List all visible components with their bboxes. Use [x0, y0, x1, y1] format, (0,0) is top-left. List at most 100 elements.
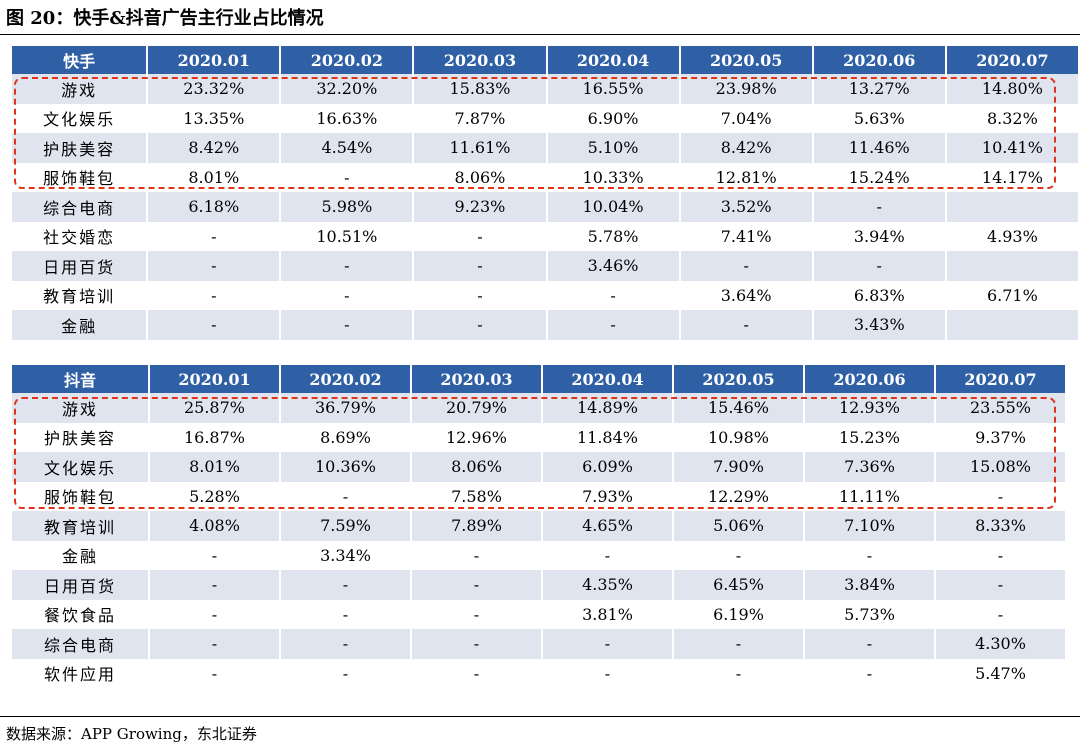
industry-label-cell: 文化娱乐 — [12, 452, 148, 482]
share-value-cell: - — [805, 629, 934, 659]
share-value-cell: 9.37% — [936, 422, 1065, 452]
table-row: 日用百货 - - -4.35% 6.45% 3.84% - — [12, 570, 1065, 600]
table-row: 教育培训 4.08% 7.59% 7.89% 4.65% 5.06% 7.10% 8.33% — [12, 511, 1065, 541]
table-row: 软件应用 - - - - - -5.47% — [12, 658, 1065, 688]
share-value-cell: - — [281, 570, 410, 600]
industry-label-cell: 综合电商 — [12, 192, 147, 222]
industry-label-cell: 日用百货 — [12, 570, 148, 600]
share-value-cell: - — [281, 658, 410, 688]
share-value-cell: 7.41% — [680, 221, 812, 251]
share-value-cell: - — [150, 540, 279, 570]
share-value-cell: 5.78% — [547, 221, 679, 251]
share-value-cell: 10.51% — [281, 221, 413, 251]
month-header-cell: 2020.01 — [150, 365, 279, 393]
industry-label-cell: 服饰鞋包 — [12, 481, 148, 511]
table-row: 日用百货 - - -3.46% - - — [12, 251, 1078, 281]
top-rule — [0, 34, 1080, 35]
share-value-cell: 4.93% — [946, 221, 1078, 251]
share-value-cell: 3.46% — [547, 251, 679, 281]
share-value-cell: - — [414, 280, 546, 310]
share-value-cell: - — [281, 310, 413, 340]
share-value-cell: - — [547, 310, 679, 340]
share-value-cell: 7.90% — [674, 452, 803, 482]
table-row: 护肤美容 8.42% 4.54% 11.61% 5.10% 8.42% 11.46% 10.4… — [12, 133, 1078, 163]
share-value-cell: 7.89% — [412, 511, 541, 541]
industry-label-cell: 教育培训 — [12, 511, 148, 541]
share-value-cell: 5.73% — [805, 599, 934, 629]
month-header-cell: 2020.07 — [936, 365, 1065, 393]
share-value-cell: 15.23% — [805, 422, 934, 452]
share-value-cell: - — [281, 251, 413, 281]
month-header-cell: 2020.02 — [281, 365, 410, 393]
share-value-cell: - — [281, 629, 410, 659]
month-header-cell: 2020.04 — [543, 365, 672, 393]
share-value-cell: 6.45% — [674, 570, 803, 600]
share-value-cell: - — [412, 570, 541, 600]
share-value-cell: - — [805, 540, 934, 570]
share-value-cell: 8.33% — [936, 511, 1065, 541]
share-value-cell: - — [547, 280, 679, 310]
share-value-cell: 4.08% — [150, 511, 279, 541]
share-value-cell: 5.06% — [674, 511, 803, 541]
share-value-cell: - — [674, 540, 803, 570]
share-value-cell: 7.04% — [680, 103, 812, 133]
share-value-cell: 3.81% — [543, 599, 672, 629]
industry-label-cell: 金融 — [12, 310, 147, 340]
share-value-cell: 6.83% — [813, 280, 945, 310]
share-value-cell: - — [414, 221, 546, 251]
month-header-cell: 2020.05 — [674, 365, 803, 393]
share-value-cell: - — [281, 481, 410, 511]
share-value-cell: 10.41% — [946, 133, 1078, 163]
table-row: 服饰鞋包 5.28% -7.58% 7.93% 12.29% 11.11% - — [12, 481, 1065, 511]
share-value-cell: 7.10% — [805, 511, 934, 541]
industry-label-cell: 护肤美容 — [12, 422, 148, 452]
share-value-cell — [946, 310, 1078, 340]
bottom-rule — [0, 716, 1080, 717]
share-value-cell: - — [150, 599, 279, 629]
share-value-cell: 6.90% — [547, 103, 679, 133]
share-value-cell: 5.10% — [547, 133, 679, 163]
share-value-cell: - — [674, 658, 803, 688]
table-row: 餐饮食品 - - -3.81% 6.19% 5.73% - — [12, 599, 1065, 629]
platform-header-cell: 抖音 — [12, 365, 148, 393]
share-value-cell: 11.46% — [813, 133, 945, 163]
share-value-cell: - — [412, 658, 541, 688]
share-value-cell: 8.69% — [281, 422, 410, 452]
share-value-cell: - — [813, 192, 945, 222]
share-value-cell: - — [148, 221, 280, 251]
share-value-cell: - — [150, 570, 279, 600]
month-header-cell: 2020.07 — [946, 46, 1078, 74]
industry-label-cell: 护肤美容 — [12, 133, 147, 163]
share-value-cell: - — [674, 629, 803, 659]
share-value-cell: - — [936, 481, 1065, 511]
figure-title: 图 20：快手&抖音广告主行业占比情况 — [6, 8, 324, 29]
share-value-cell — [946, 192, 1078, 222]
share-value-cell: 11.11% — [805, 481, 934, 511]
share-value-cell: 6.09% — [543, 452, 672, 482]
share-value-cell: 11.61% — [414, 133, 546, 163]
douyin-top4-highlight-box — [14, 397, 1056, 509]
share-value-cell: 10.98% — [674, 422, 803, 452]
share-value-cell: 7.93% — [543, 481, 672, 511]
share-value-cell: 4.54% — [281, 133, 413, 163]
month-header-cell: 2020.04 — [547, 46, 679, 74]
share-value-cell: 6.18% — [148, 192, 280, 222]
table-row: 文化娱乐 8.01% 10.36% 8.06% 6.09% 7.90% 7.36% 15.08… — [12, 452, 1065, 482]
month-header-cell: 2020.06 — [813, 46, 945, 74]
share-value-cell: 7.59% — [281, 511, 410, 541]
industry-label-cell: 社交婚恋 — [12, 221, 147, 251]
table-header-row: 快手 2020.01 2020.02 2020.03 2020.04 2020.05 202… — [12, 46, 1078, 74]
share-value-cell: 5.98% — [281, 192, 413, 222]
table-row: 文化娱乐 13.35% 16.63% 7.87% 6.90% 7.04% 5.63% 8.32… — [12, 103, 1078, 133]
share-value-cell — [946, 251, 1078, 281]
share-value-cell: 5.47% — [936, 658, 1065, 688]
platform-header-cell: 快手 — [12, 46, 147, 74]
share-value-cell: 8.42% — [680, 133, 812, 163]
table-row: 金融 - - - - -3.43% — [12, 310, 1078, 340]
table-row: 金融 -3.34% - - - - - — [12, 540, 1065, 570]
share-value-cell: 12.29% — [674, 481, 803, 511]
share-value-cell: - — [281, 280, 413, 310]
share-value-cell: - — [412, 629, 541, 659]
share-value-cell: - — [148, 280, 280, 310]
share-value-cell: - — [281, 599, 410, 629]
